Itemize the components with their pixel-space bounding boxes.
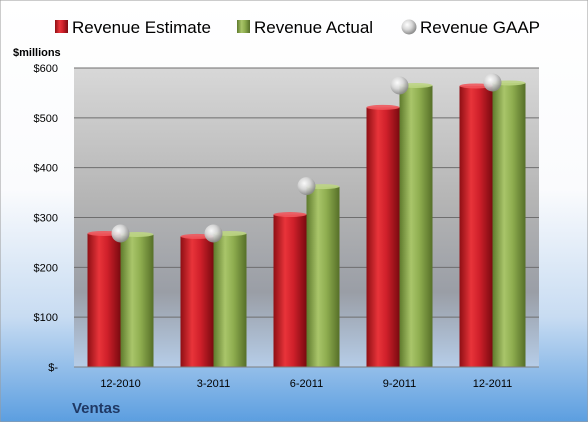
legend-label-revenue-gaap: Revenue GAAP	[420, 18, 540, 37]
y-tick-label: $100	[34, 312, 58, 324]
revenue-estimate-bar	[273, 214, 307, 367]
bars	[87, 80, 526, 368]
revenue-actual-bar	[213, 233, 247, 367]
revenue-gaap-marker	[297, 177, 316, 196]
x-tick-label: 3-2011	[197, 378, 230, 390]
x-tick-label: 6-2011	[290, 378, 323, 390]
revenue-gaap-marker	[204, 224, 223, 243]
revenue-estimate-bar	[459, 85, 493, 367]
legend-item-revenue-actual: Revenue Actual	[237, 18, 373, 37]
y-tick-label: $300	[34, 213, 58, 225]
y-tick-label: $-	[48, 362, 58, 374]
revenue-estimate-bar-top	[366, 104, 400, 110]
legend-item-revenue-estimate: Revenue Estimate	[55, 18, 211, 37]
x-tick-label: 12-2011	[473, 378, 513, 390]
y-tick-label: $500	[34, 113, 58, 125]
unit-label: $millions	[13, 47, 61, 59]
revenue-gaap-marker	[111, 224, 130, 243]
revenue-actual-bar	[492, 82, 526, 367]
y-axis-ticks: $- $100 $200 $300 $400 $500 $600	[34, 63, 59, 374]
revenue-actual-bar	[120, 234, 154, 367]
legend-swatch-revenue-gaap	[401, 19, 417, 35]
x-axis-ticks: 12-2010 3-2011 6-2011 9-2011 12-2011	[100, 378, 512, 390]
legend-label-revenue-estimate: Revenue Estimate	[72, 18, 211, 37]
revenue-estimate-bar	[180, 236, 214, 367]
revenue-gaap-marker	[483, 73, 502, 92]
legend-swatch-revenue-actual	[237, 20, 250, 33]
y-tick-label: $200	[34, 262, 58, 274]
revenue-estimate-bar	[87, 233, 121, 367]
company-name: Ventas	[72, 400, 120, 417]
x-tick-label: 12-2010	[100, 378, 140, 390]
legend-item-revenue-gaap: Revenue GAAP	[401, 18, 540, 37]
legend: Revenue Estimate Revenue Actual Revenue …	[55, 18, 540, 37]
x-tick-label: 9-2011	[383, 378, 416, 390]
legend-swatch-revenue-estimate	[55, 20, 68, 33]
revenue-gaap-marker	[390, 76, 409, 95]
revenue-estimate-bar-top	[273, 212, 307, 218]
y-tick-label: $400	[34, 163, 58, 175]
revenue-actual-bar	[399, 85, 433, 368]
gaap-markers	[111, 73, 502, 243]
legend-label-revenue-actual: Revenue Actual	[254, 18, 373, 37]
y-tick-label: $600	[34, 63, 58, 75]
revenue-actual-bar	[306, 186, 340, 367]
revenue-estimate-bar	[366, 107, 400, 367]
